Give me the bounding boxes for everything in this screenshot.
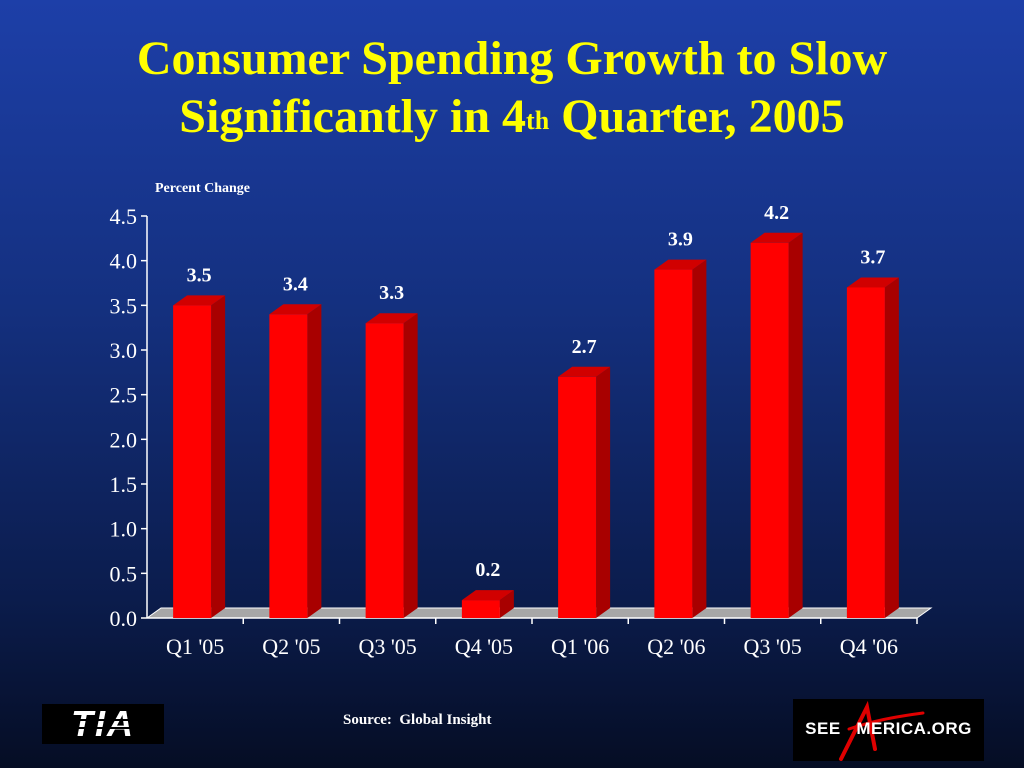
y-tick-label: 4.5: [110, 204, 138, 229]
y-tick-label: 4.0: [110, 249, 138, 274]
bar-top: [750, 232, 803, 243]
y-axis-label: Percent Change: [155, 181, 250, 196]
y-tick-label: 2.0: [110, 427, 138, 452]
bar: [461, 600, 500, 618]
y-tick-label: 1.5: [110, 472, 138, 497]
slide-title-line2-suffix: Quarter, 2005: [549, 90, 845, 143]
bar-side: [692, 259, 707, 618]
bar: [558, 376, 597, 618]
data-label: 3.3: [379, 282, 404, 304]
y-tick-label: 2.5: [110, 383, 138, 408]
slide-title-superscript: th: [526, 106, 550, 135]
bar-side: [788, 232, 803, 619]
slide-title: Consumer Spending Growth to Slow Signifi…: [0, 30, 1024, 146]
y-tick-label: 0.5: [110, 561, 138, 586]
bar-chart: 0.0 0.5 1.0 1.5 2.0 2.5 3.0 3.5 4.0 4.5 Percent Ch…: [110, 181, 933, 659]
bar: [654, 269, 693, 618]
x-tick-label: Q3 '05: [743, 634, 801, 659]
bar: [750, 242, 789, 619]
data-label: 4.2: [764, 202, 789, 224]
bar-side: [884, 277, 899, 618]
tia-logo-text: TIA: [71, 703, 135, 744]
bar-side: [499, 590, 514, 618]
x-tick-label: Q1 '05: [166, 634, 224, 659]
bar-top: [173, 295, 226, 306]
slide-title-line2: Significantly in 4th Quarter, 2005: [0, 88, 1024, 146]
bar: [269, 314, 308, 618]
x-tick-label: Q1 '06: [551, 634, 609, 659]
bar-top: [461, 590, 514, 601]
bar-top: [846, 277, 899, 288]
data-label: 3.7: [860, 246, 885, 268]
data-label: 3.5: [187, 264, 212, 286]
see-america-logo: SEE MERICA.ORG: [793, 699, 984, 761]
x-tick-label: Q4 '06: [840, 634, 898, 659]
tia-logo-stripes: [42, 719, 164, 729]
x-tick-label: Q3 '05: [358, 634, 416, 659]
data-label: 3.9: [668, 229, 693, 251]
bar-top: [269, 304, 322, 315]
bar-side: [307, 304, 322, 618]
slide-title-line2-prefix: Significantly in 4: [179, 90, 527, 143]
bar: [365, 323, 404, 618]
slide-title-line1: Consumer Spending Growth to Slow: [136, 32, 888, 85]
bar-side: [403, 313, 418, 618]
bar-top: [365, 313, 418, 324]
y-tick-label: 0.0: [110, 606, 138, 631]
x-tick-label: Q2 '06: [647, 634, 705, 659]
bar: [846, 287, 885, 618]
y-tick-label: 1.0: [110, 517, 138, 542]
tia-logo: TIA: [42, 704, 164, 744]
bar: [173, 305, 212, 618]
bar-top: [654, 259, 707, 270]
chart-floor: [145, 607, 933, 619]
y-tick-label: 3.0: [110, 338, 138, 363]
bar-side: [211, 295, 226, 618]
bar-top: [558, 366, 611, 377]
y-tick-label: 3.5: [110, 293, 138, 318]
bar-side: [596, 366, 611, 618]
x-tick-label: Q4 '05: [455, 634, 513, 659]
see-america-logo-text: SEE MERICA.ORG: [805, 719, 972, 738]
data-label: 2.7: [572, 336, 597, 358]
data-label: 0.2: [475, 559, 500, 581]
x-tick-label: Q2 '05: [262, 634, 320, 659]
data-label: 3.4: [283, 273, 308, 295]
star-swoosh-icon: [839, 700, 925, 761]
source-note: Source: Global Insight: [343, 712, 492, 728]
